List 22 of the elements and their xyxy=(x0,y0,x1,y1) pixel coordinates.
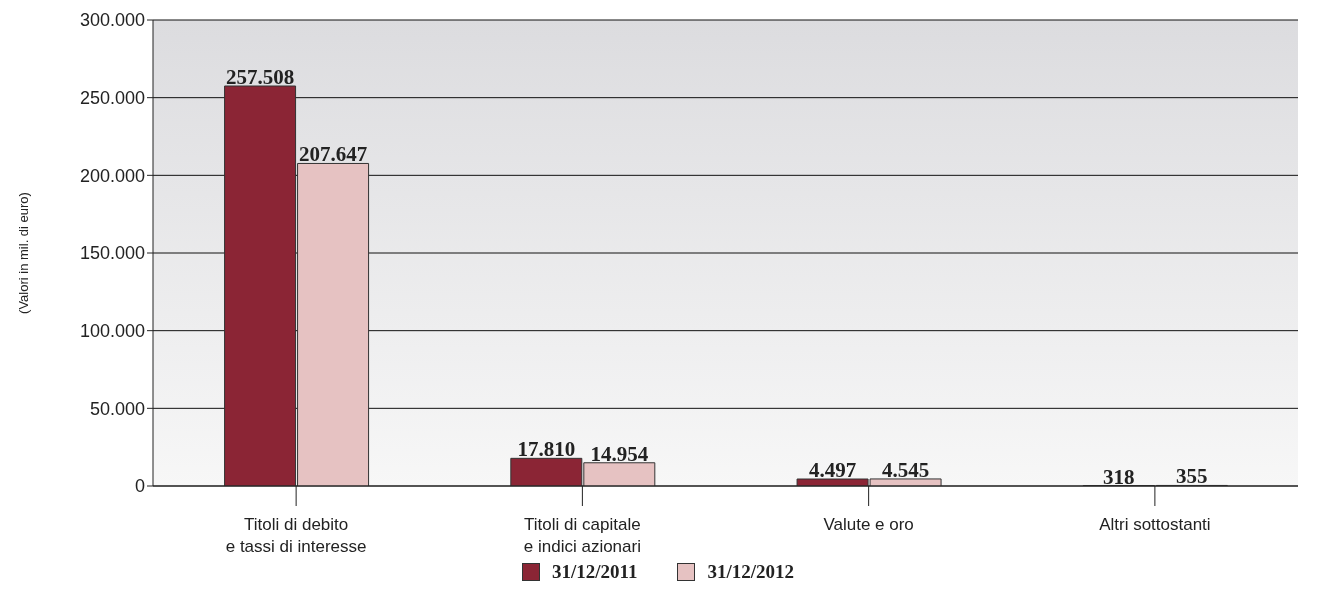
data-label: 14.954 xyxy=(590,441,649,466)
data-label: 355 xyxy=(1176,464,1208,489)
legend-label: 31/12/2011 xyxy=(551,561,638,583)
data-label: 257.508 xyxy=(225,65,295,89)
y-axis-title: (Valori in mil. di euro) xyxy=(15,192,31,314)
x-tick-label: Valute e oro xyxy=(823,515,914,534)
data-label: 4.497 xyxy=(808,458,857,483)
x-tick-label: Altri sottostanti xyxy=(1099,515,1211,534)
x-tick-label: Titoli di debito e tassi di interesse xyxy=(225,515,367,556)
y-tick-label: 100.000 xyxy=(79,321,145,342)
y-tick-label: 200.000 xyxy=(79,165,145,186)
y-tick-label: 250.000 xyxy=(79,88,145,109)
legend-label: 31/12/2012 xyxy=(707,561,795,583)
data-label: 318 xyxy=(1103,464,1135,489)
y-tick-label: 0 xyxy=(134,476,145,497)
data-label: 4.545 xyxy=(881,457,930,482)
y-tick-label: 150.000 xyxy=(79,243,145,264)
data-label: 17.810 xyxy=(517,437,576,462)
data-label: 207.647 xyxy=(298,142,368,167)
y-tick-label: 300.000 xyxy=(79,10,145,31)
x-tick-label: Titoli di capitale e indici azionari xyxy=(523,515,641,556)
y-tick-label: 50.000 xyxy=(89,398,145,419)
